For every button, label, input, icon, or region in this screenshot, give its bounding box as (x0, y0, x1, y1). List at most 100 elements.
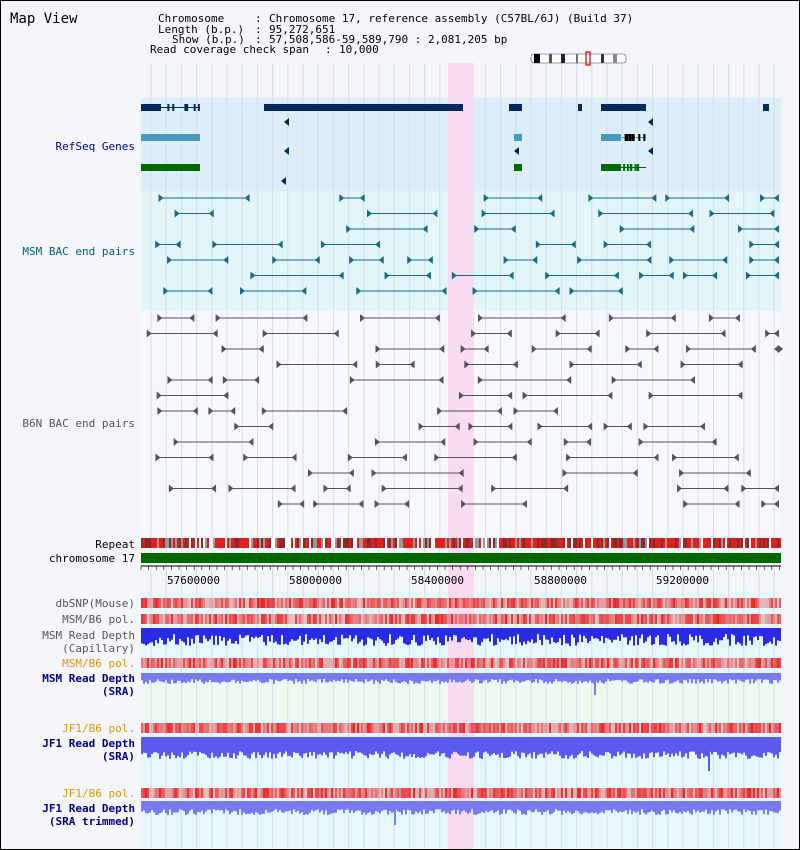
bac-end-marker (774, 345, 779, 353)
polymorphism-bar (167, 598, 169, 608)
polymorphism-bar (301, 788, 303, 798)
gene-exon (264, 104, 463, 111)
track-label-refseq[interactable]: RefSeq Genes (55, 140, 135, 153)
polymorphism-bar (769, 614, 771, 624)
polymorphism-bar (557, 598, 559, 608)
polymorphism-bar (549, 598, 551, 608)
track-label-b6n-bac[interactable]: B6N BAC end pairs (22, 417, 135, 430)
polymorphism-bar (375, 788, 377, 798)
polymorphism-bar (323, 598, 325, 608)
polymorphism-bar (267, 614, 269, 624)
repeat-bar (449, 538, 451, 548)
read-depth-bar (407, 628, 409, 646)
polymorphism-bar (365, 788, 367, 798)
polymorphism-bar (577, 723, 579, 733)
polymorphism-bar (523, 598, 525, 608)
read-depth-bar (531, 737, 533, 759)
read-depth-bar (293, 628, 295, 641)
polymorphism-bar (331, 598, 333, 608)
read-depth-bar (501, 628, 503, 640)
polymorphism-bar (633, 614, 635, 624)
bac-end-marker (562, 469, 568, 477)
polymorphism-bar (363, 598, 365, 608)
polymorphism-bar (613, 788, 615, 798)
repeat-bar (307, 538, 309, 548)
polymorphism-bar (505, 598, 507, 608)
track-label-msm-bac[interactable]: MSM BAC end pairs (22, 245, 135, 258)
read-depth-bar (517, 628, 519, 635)
track-label-jf1-depth-trimmed[interactable]: JF1 Read Depth (42, 802, 135, 815)
repeat-bar (455, 538, 457, 548)
polymorphism-bar (341, 658, 343, 668)
polymorphism-bar (593, 788, 595, 798)
repeat-bar (689, 538, 691, 548)
polymorphism-bar (675, 658, 677, 668)
polymorphism-bar (235, 614, 237, 624)
polymorphism-bar (779, 614, 781, 624)
bac-end-marker (338, 271, 344, 280)
track-label-repeat[interactable]: Repeat (95, 538, 135, 551)
bac-end-marker (569, 287, 575, 295)
polymorphism-bar (481, 598, 483, 608)
polymorphism-bar (755, 598, 757, 608)
repeat-bar (243, 538, 245, 548)
polymorphism-bar (417, 723, 419, 733)
read-depth-bar (729, 801, 731, 810)
track-label-msm-depth-capillary[interactable]: MSM Read Depth (42, 629, 135, 642)
polymorphism-bar (779, 788, 781, 798)
read-depth-bar (435, 801, 437, 810)
track-label-jf1-b6-pol[interactable]: JF1/B6 pol. (62, 722, 135, 735)
track-label-msm-b6-pol[interactable]: MSM/B6 pol. (62, 613, 135, 626)
polymorphism-bar (317, 658, 319, 668)
read-depth-bar (551, 737, 553, 752)
repeat-bar (209, 538, 211, 548)
polymorphism-bar (409, 614, 411, 624)
polymorphism-bar (175, 614, 177, 624)
polymorphism-bar (579, 788, 581, 798)
read-depth-bar (343, 673, 345, 683)
bac-end-marker (333, 329, 339, 338)
polymorphism-bar (377, 788, 379, 798)
read-depth-bar (343, 801, 345, 814)
repeat-bar (591, 538, 593, 548)
polymorphism-bar (735, 614, 737, 624)
polymorphism-bar (415, 658, 417, 668)
track-label-jf1-b6-pol-2[interactable]: JF1/B6 pol. (62, 787, 135, 800)
read-depth-bar (497, 628, 499, 639)
read-depth-bar (769, 673, 771, 684)
polymorphism-bar (543, 658, 545, 668)
bac-end-marker (774, 240, 779, 249)
polymorphism-bar (733, 598, 735, 608)
polymorphism-bar (241, 723, 243, 733)
polymorphism-bar (541, 598, 543, 608)
polymorphism-bar (281, 598, 283, 608)
polymorphism-bar (347, 788, 349, 798)
track-label-jf1-depth-sra[interactable]: JF1 Read Depth (42, 737, 135, 750)
read-depth-bar (673, 628, 675, 642)
polymorphism-bar (519, 598, 521, 608)
polymorphism-bar (543, 788, 545, 798)
polymorphism-bar (649, 788, 651, 798)
polymorphism-bar (425, 598, 427, 608)
repeat-bar (355, 538, 357, 548)
track-label-dbsnp[interactable]: dbSNP(Mouse) (55, 597, 135, 610)
read-depth-bar (629, 801, 631, 810)
polymorphism-bar (235, 598, 237, 608)
polymorphism-bar (301, 723, 303, 733)
track-label-msm-b6-pol-sra[interactable]: MSM/B6 pol. (62, 657, 135, 670)
read-depth-bar (379, 737, 381, 758)
bac-end-marker (472, 287, 478, 295)
polymorphism-bar (583, 658, 585, 668)
track-label-msm-depth-sra[interactable]: MSM Read Depth (42, 672, 135, 685)
polymorphism-bar (537, 788, 539, 798)
polymorphism-bar (555, 598, 557, 608)
track-label-chromosome[interactable]: chromosome 17 (48, 552, 135, 565)
polymorphism-bar (527, 658, 529, 668)
polymorphism-bar (243, 598, 245, 608)
polymorphism-bar (765, 658, 767, 668)
ideogram-band (549, 54, 552, 63)
read-depth-bar (479, 628, 481, 646)
read-depth-bar (513, 673, 515, 683)
polymorphism-bar (327, 723, 329, 733)
read-depth-bar (451, 801, 453, 811)
